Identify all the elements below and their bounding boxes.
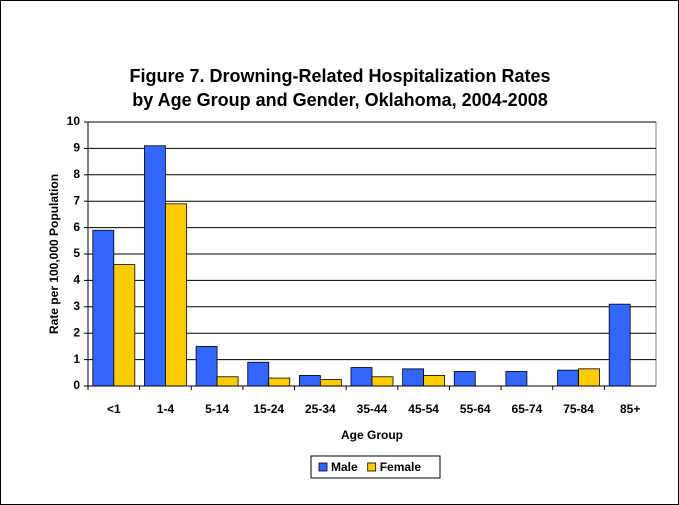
bar — [578, 368, 600, 387]
y-tick-label: 1 — [73, 352, 80, 366]
x-tick-label: 85+ — [620, 402, 640, 416]
y-tick-label: 2 — [73, 325, 80, 339]
bar — [557, 369, 579, 387]
x-tick-label: 25-34 — [305, 402, 336, 416]
y-tick-label: 7 — [73, 193, 80, 207]
x-axis-label: Age Group — [341, 428, 403, 442]
bar — [319, 378, 342, 387]
y-tick-label: 3 — [73, 299, 80, 313]
y-tick-label: 8 — [73, 167, 80, 181]
bar — [402, 368, 425, 387]
x-tick-label: 45-54 — [408, 402, 439, 416]
chart-title: Figure 7. Drowning-Related Hospitalizati… — [129, 66, 550, 86]
bar — [92, 229, 115, 387]
x-tick-label: <1 — [107, 402, 121, 416]
x-tick-label: 35-44 — [357, 402, 388, 416]
bar — [216, 376, 239, 387]
legend-label: Male — [331, 460, 358, 474]
legend-swatch — [318, 462, 328, 472]
y-axis-label: Rate per 100,000 Population — [47, 174, 61, 334]
bar — [371, 376, 394, 387]
x-tick-label: 15-24 — [253, 402, 284, 416]
bar — [268, 377, 291, 387]
legend-label: Female — [380, 460, 422, 474]
bar — [247, 361, 270, 387]
bar — [453, 371, 476, 387]
bar — [608, 303, 631, 387]
bar — [144, 145, 166, 387]
y-tick-label: 10 — [67, 114, 81, 128]
y-tick-label: 9 — [73, 141, 80, 155]
legend-swatch — [367, 462, 377, 472]
y-tick-label: 4 — [73, 273, 80, 287]
bar — [195, 345, 218, 387]
x-tick-label: 75-84 — [563, 402, 594, 416]
x-tick-label: 5-14 — [205, 402, 229, 416]
bar — [350, 367, 373, 387]
y-tick-label: 6 — [73, 220, 80, 234]
x-tick-label: 55-64 — [460, 402, 491, 416]
bar — [113, 264, 136, 387]
bar — [423, 375, 446, 387]
x-tick-label: 1-4 — [157, 402, 175, 416]
y-tick-label: 0 — [73, 378, 80, 392]
y-tick-label: 5 — [73, 246, 80, 260]
x-tick-label: 65-74 — [512, 402, 543, 416]
bar — [505, 371, 528, 387]
chart-title: by Age Group and Gender, Oklahoma, 2004-… — [132, 90, 547, 110]
bar — [298, 375, 321, 387]
bar — [165, 203, 187, 387]
